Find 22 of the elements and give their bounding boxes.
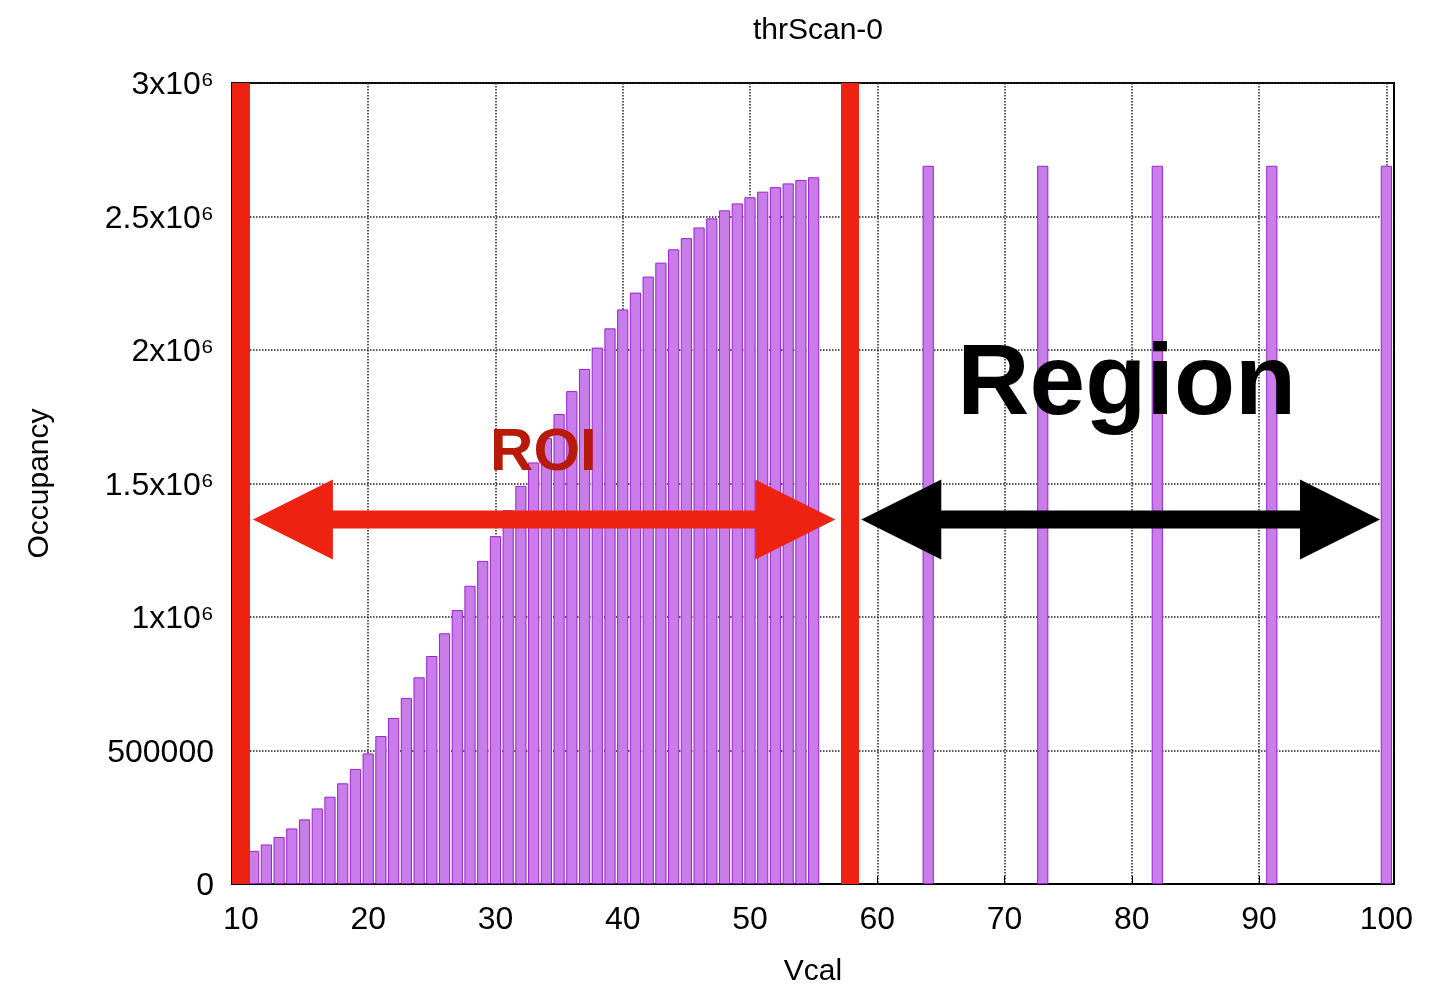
x-tick-label: 50 bbox=[732, 900, 768, 936]
x-axis-title: Vcal bbox=[783, 952, 843, 986]
y-tick-label: 1x10⁶ bbox=[131, 599, 214, 635]
x-tick-label: 100 bbox=[1359, 900, 1414, 936]
bar bbox=[922, 165, 934, 884]
y-tick-label: 0 bbox=[196, 866, 214, 902]
y-tick-label: 2x10⁶ bbox=[131, 332, 214, 368]
x-tick-label: 40 bbox=[604, 900, 641, 936]
x-tick-label: 20 bbox=[350, 900, 386, 936]
chart-title: thrScan-0 bbox=[752, 11, 884, 45]
y-tick-label: 1.5x10⁶ bbox=[104, 465, 214, 502]
y-tick-label: 500000 bbox=[107, 732, 214, 769]
x-tick-label: 30 bbox=[477, 900, 514, 936]
y-axis-title: Occupancy bbox=[20, 408, 54, 559]
y-tick-label: 2.5x10⁶ bbox=[104, 198, 214, 235]
y-tick-label: 3x10⁶ bbox=[131, 65, 214, 101]
x-tick-label: 90 bbox=[1241, 900, 1277, 936]
bar bbox=[1380, 165, 1392, 884]
x-tick-label: 70 bbox=[986, 900, 1023, 936]
x-tick-label: 80 bbox=[1114, 900, 1150, 936]
x-tick-label: 60 bbox=[859, 900, 896, 936]
x-tick-label: 10 bbox=[223, 900, 259, 936]
